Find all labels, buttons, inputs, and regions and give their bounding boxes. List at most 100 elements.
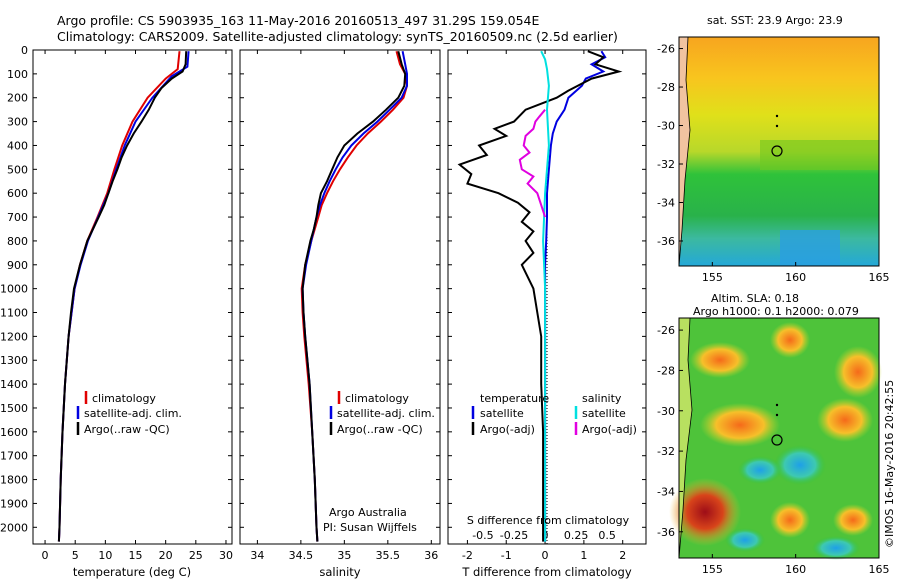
salinity-x-label: salinity	[319, 565, 360, 579]
salinity-legend-argo: Argo(..raw -QC)	[337, 423, 423, 436]
depth-tick-label: 200	[7, 92, 28, 105]
depth-tick-label: 1600	[0, 426, 28, 439]
salinity-plot-frame	[239, 49, 441, 545]
depth-tick-label: 0	[21, 44, 28, 57]
temperature-legend-satellite: satellite-adj. clim.	[84, 407, 182, 420]
temperature-x-tick-label: 20	[159, 549, 173, 562]
imos-credit: ©IMOS 16-May-2016 20:42:55	[883, 379, 896, 548]
temperature-x-tick-label: 15	[129, 549, 143, 562]
sla-argo-position	[771, 434, 783, 446]
s-difference-label: S difference from climatology	[467, 514, 630, 527]
depth-tick-label: 600	[7, 187, 28, 200]
difference-x-tick-label: -1	[501, 549, 512, 562]
sla-lat-label: -36	[657, 526, 675, 539]
s-difference-tick-label: 0.5	[598, 529, 616, 542]
salinity-x-tick-label: 35	[337, 549, 351, 562]
sst-map-title: sat. SST: 23.9 Argo: 23.9	[707, 14, 843, 27]
temperature-legend-argo: Argo(..raw -QC)	[84, 423, 170, 436]
sst-lon-label: 160	[785, 271, 806, 284]
sla-land	[678, 317, 693, 559]
s-difference-tick-label: -0.5	[472, 529, 493, 542]
temperature-legend: climatology satellite-adj. clim. Argo(..…	[76, 391, 182, 436]
depth-tick-label: 1800	[0, 474, 28, 487]
diff-legend-salinity: salinity	[582, 392, 622, 405]
diff-legend-s-argo: Argo(-adj)	[582, 423, 637, 436]
temperature-x-tick-label: 25	[189, 549, 203, 562]
sla-lon-label: 165	[869, 563, 890, 576]
depth-tick-label: 800	[7, 235, 28, 248]
temperature-x-tick-label: 5	[72, 549, 79, 562]
difference-series-s-argo	[518, 109, 547, 218]
temperature-series-argo-raw-qc	[57, 51, 188, 542]
difference-series-s-satellite	[540, 50, 550, 542]
sst-argo-position	[771, 145, 783, 157]
salinity-legend-satellite: satellite-adj. clim.	[337, 407, 435, 420]
depth-tick-label: 1100	[0, 307, 28, 320]
sst-lat-label: -32	[657, 158, 675, 171]
depth-tick-label: 700	[7, 211, 28, 224]
salinity-x-tick-label: 36	[424, 549, 438, 562]
temperature-x-label: temperature (deg C)	[73, 565, 191, 579]
depth-tick-label: 900	[7, 259, 28, 272]
sst-lat-label: -28	[657, 81, 675, 94]
s-difference-tick-label: -0.25	[500, 529, 528, 542]
sla-lat-label: -32	[657, 445, 675, 458]
sla-map-title-2: Argo h1000: 0.1 h2000: 0.079	[693, 305, 859, 318]
difference-x-tick-label: 0	[542, 549, 549, 562]
sst-lon-label: 155	[702, 271, 723, 284]
diff-legend-temperature: temperature	[480, 392, 549, 405]
salinity-x-tick-label: 35.5	[376, 549, 401, 562]
difference-legend: temperature satellite Argo(-adj) salinit…	[471, 392, 637, 436]
diff-legend-t-argo: Argo(-adj)	[480, 423, 535, 436]
title-line-1: Argo profile: CS 5903935_163 11-May-2016…	[57, 13, 540, 28]
depth-tick-label: 1500	[0, 402, 28, 415]
difference-series-t-argo	[457, 50, 623, 542]
sla-lon-label: 155	[702, 563, 723, 576]
diff-legend-s-satellite: satellite	[582, 407, 626, 420]
depth-tick-label: 100	[7, 68, 28, 81]
difference-x-tick-label: -2	[462, 549, 473, 562]
sla-map-title-1: Altim. SLA: 0.18	[711, 292, 800, 305]
depth-tick-label: 1000	[0, 283, 28, 296]
depth-tick-label: 1200	[0, 330, 28, 343]
depth-tick-label: 2000	[0, 521, 28, 534]
salinity-x-tick-label: 34	[250, 549, 264, 562]
sla-lat-label: -30	[657, 405, 675, 418]
sst-lat-label: -34	[657, 196, 675, 209]
pi-label: PI: Susan Wijffels	[323, 521, 417, 534]
depth-tick-label: 1700	[0, 450, 28, 463]
temperature-legend-climatology: climatology	[92, 392, 156, 405]
argo-australia-label: Argo Australia	[329, 506, 407, 519]
title-line-2: Climatology: CARS2009. Satellite-adjuste…	[57, 29, 618, 44]
sst-lon-label: 165	[869, 271, 890, 284]
depth-tick-label: 1900	[0, 497, 28, 510]
temperature-plot-frame	[32, 49, 233, 545]
difference-x-tick-label: 1	[580, 549, 587, 562]
sst-lat-label: -36	[657, 235, 675, 248]
depth-tick-label: 1300	[0, 354, 28, 367]
sla-lat-label: -28	[657, 364, 675, 377]
difference-x-tick-label: 2	[619, 549, 626, 562]
salinity-x-tick-label: 34.5	[289, 549, 314, 562]
sst-blue-patch	[780, 230, 840, 266]
salinity-series-argo-raw-qc	[301, 50, 407, 542]
difference-x-label: T difference from climatology	[461, 565, 632, 579]
temperature-x-tick-label: 10	[98, 549, 112, 562]
sst-lat-label: -26	[657, 43, 675, 56]
depth-tick-label: 1400	[0, 378, 28, 391]
diff-legend-t-satellite: satellite	[480, 407, 524, 420]
salinity-legend-climatology: climatology	[345, 392, 409, 405]
sst-lat-label: -30	[657, 120, 675, 133]
temperature-x-tick-label: 30	[219, 549, 233, 562]
sla-lon-label: 160	[785, 563, 806, 576]
depth-tick-label: 500	[7, 163, 28, 176]
salinity-legend: climatology satellite-adj. clim. Argo(..…	[329, 391, 435, 436]
s-difference-tick-label: 0.25	[564, 529, 589, 542]
depth-tick-label: 300	[7, 116, 28, 129]
temperature-x-tick-label: 0	[42, 549, 49, 562]
